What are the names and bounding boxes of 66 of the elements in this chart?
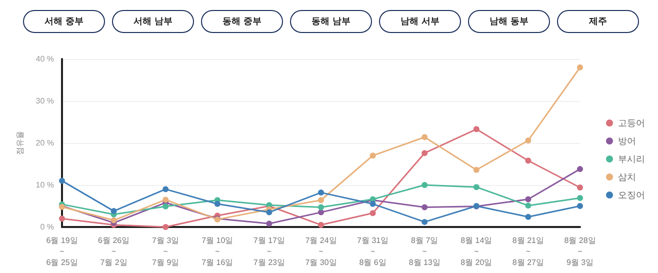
point: [577, 184, 583, 191]
point: [370, 152, 376, 159]
point: [525, 137, 532, 144]
point: [370, 210, 376, 216]
y-tick-label: 30 %: [36, 96, 54, 106]
x-tick-label: 8월 14일 ~ 8월 20일: [460, 236, 492, 267]
point: [162, 186, 169, 192]
text: 동해 중부: [201, 10, 283, 33]
point: [525, 158, 532, 164]
text: 서해 남부: [112, 10, 194, 33]
legend-label: 방어: [618, 136, 636, 146]
point: [318, 190, 324, 196]
legend-label: 오징어: [618, 190, 645, 200]
point: [162, 224, 169, 230]
point: [577, 166, 583, 172]
x-tick-label: 7월 24일 ~ 7월 30일: [305, 236, 337, 267]
text: 남해 동부: [468, 10, 550, 33]
x-tick-label: 7월 10일 ~ 7월 16일: [202, 236, 234, 267]
x-tick-label: 6월 26일 ~ 7월 2일: [98, 236, 130, 267]
y-axis-title: 점유율: [16, 131, 24, 155]
y-tick-label: 10 %: [36, 180, 54, 190]
point: [473, 126, 480, 132]
point: [110, 217, 117, 224]
point: [370, 200, 376, 207]
legend-label: 고등어: [618, 118, 645, 128]
point: [318, 209, 324, 216]
point: [214, 200, 220, 207]
point: [318, 197, 324, 204]
x-tick-label: 6월 19일 ~ 6월 25일: [46, 236, 78, 267]
legend-label: 삼치: [618, 172, 636, 182]
text: 제주: [557, 10, 639, 33]
point: [318, 222, 324, 228]
point: [318, 204, 324, 210]
y-tick-label: 40 %: [36, 54, 54, 64]
point: [525, 202, 532, 209]
legend-label: 부시리: [618, 154, 645, 164]
point: [422, 218, 428, 225]
point: [162, 196, 169, 203]
point: [422, 204, 428, 210]
point: [422, 150, 428, 156]
point: [422, 134, 428, 140]
point: [162, 203, 169, 210]
y-tick-label: 0 %: [40, 222, 54, 232]
y-tick-label: 20 %: [36, 138, 54, 148]
point: [266, 209, 272, 216]
text: 남해 서부: [379, 10, 461, 33]
point: [525, 214, 532, 220]
point: [422, 182, 428, 188]
point: [577, 195, 583, 202]
x-tick-label: 7월 3일 ~ 7월 9일: [152, 236, 180, 267]
point: [473, 184, 480, 190]
point: [525, 196, 532, 202]
text: 서해 중부: [23, 10, 105, 33]
point: [577, 203, 583, 209]
x-tick-label: 7월 17일 ~ 7월 23일: [253, 236, 285, 267]
point: [59, 178, 65, 184]
x-tick-label: 8월 28일 ~ 9월 3일: [564, 236, 596, 267]
text: 동해 남부: [290, 10, 372, 33]
point: [110, 208, 117, 214]
point: [59, 216, 65, 222]
point: [577, 64, 583, 70]
point: [473, 166, 480, 173]
x-tick-label: 8월 7일 ~ 8월 13일: [408, 236, 440, 267]
x-tick-label: 8월 21일 ~ 8월 27일: [512, 236, 544, 267]
x-tick-label: 7월 31일 ~ 8월 6일: [357, 236, 389, 267]
point: [266, 220, 272, 227]
